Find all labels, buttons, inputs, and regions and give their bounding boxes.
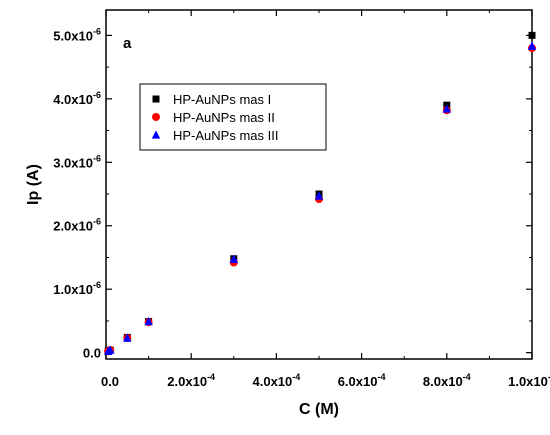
x-tick-label: 2.0x10-4 [167, 372, 215, 389]
y-axis-title: Ip (A) [25, 164, 42, 205]
x-tick-label: 4.0x10-4 [253, 372, 301, 389]
data-point-series-3 [314, 191, 324, 200]
x-axis-ticks: 0.0 2.0x10-4 4.0x10-4 6.0x10-4 8.0x10-4 1.0x1… [101, 10, 550, 389]
y-tick-label: 1.0x10-6 [53, 280, 101, 297]
panel-label: a [123, 35, 132, 52]
data-point-series-3 [106, 345, 115, 354]
x-tick-label: 8.0x10-4 [423, 372, 471, 389]
legend-marker-series-2 [152, 113, 160, 121]
legend-box [139, 83, 327, 151]
y-tick-label: 5.0x10-6 [53, 26, 101, 43]
legend-entry-label: HP-AuNPs mas I [173, 92, 271, 107]
plot-frame [105, 9, 533, 360]
legend: HP-AuNPs mas I HP-AuNPs mas II HP-AuNPs ma… [139, 83, 327, 151]
data-point-series-3 [527, 41, 537, 50]
y-tick-label: 0.0 [83, 346, 101, 361]
x-axis-title: C (M) [299, 401, 339, 418]
legend-entry-label: HP-AuNPs mas II [173, 110, 275, 125]
data-point-series-3 [229, 254, 238, 264]
y-tick-label: 3.0x10-6 [53, 153, 101, 170]
legend-marker-series-1 [152, 95, 160, 103]
plot-area [105, 9, 533, 360]
x-tick-label: 0.0 [101, 374, 119, 389]
y-tick-label: 4.0x10-6 [53, 90, 101, 107]
y-axis-ticks: 0.0 1.0x10-6 2.0x10-6 3.0x10-6 4.0x10-6 5.0x1… [53, 26, 532, 361]
legend-marker-series-3 [151, 130, 161, 139]
data-point-series-3 [144, 316, 153, 326]
data-point-series-3 [442, 104, 451, 113]
x-tick-label: 1.0x10-3 [508, 372, 550, 389]
x-tick-label: 6.0x10-4 [338, 372, 386, 389]
y-tick-label: 2.0x10-6 [53, 217, 101, 234]
data-markers [103, 31, 537, 356]
data-point-series-3 [123, 333, 132, 342]
data-point-series-1 [528, 31, 536, 39]
legend-entry-label: HP-AuNPs mas III [173, 128, 278, 143]
